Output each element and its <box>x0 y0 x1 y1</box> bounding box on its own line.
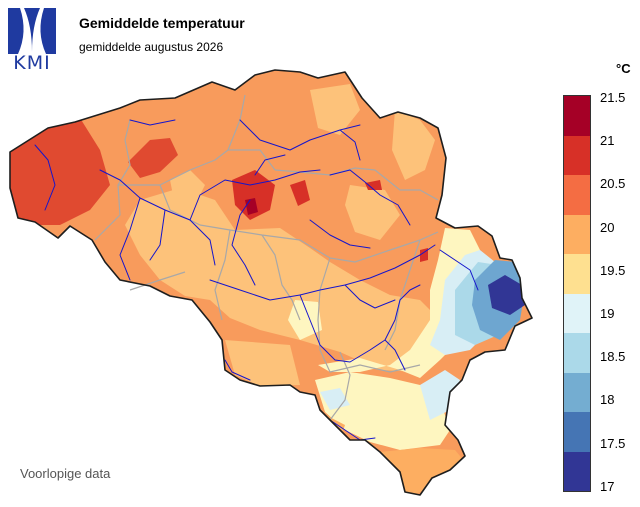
legend-tick-label: 17.5 <box>600 435 626 451</box>
legend-tick-label: 20 <box>600 219 615 235</box>
legend-swatch <box>564 175 590 215</box>
legend-swatch <box>564 214 590 254</box>
legend-tick-label: 18.5 <box>600 349 626 365</box>
preliminary-data-note: Voorlopige data <box>20 466 111 481</box>
legend-swatch <box>564 293 590 333</box>
legend-tick-label: 18 <box>600 392 615 408</box>
legend-swatch <box>564 372 590 412</box>
map-subtitle: gemiddelde augustus 2026 <box>79 40 224 54</box>
legend-tick-label: 19 <box>600 306 615 321</box>
legend-tick-label: 17 <box>600 478 615 494</box>
legend-swatch <box>564 412 590 452</box>
legend-tick-label: 21 <box>600 133 615 149</box>
legend-swatch <box>564 333 590 373</box>
legend-tick-label: 19.5 <box>600 262 626 278</box>
color-legend <box>563 95 591 492</box>
legend-swatch <box>564 96 590 136</box>
map-title: Gemiddelde temperatuur <box>79 15 245 31</box>
legend-tick-label: 21.5 <box>600 90 626 105</box>
legend-swatch <box>564 135 590 175</box>
logo-text: KMI <box>13 52 51 74</box>
legend-unit: °C <box>616 61 631 76</box>
kmi-logo-icon <box>8 8 56 54</box>
legend-swatch <box>564 254 590 294</box>
legend-tick-label: 20.5 <box>600 176 626 192</box>
legend-swatch <box>564 451 590 491</box>
